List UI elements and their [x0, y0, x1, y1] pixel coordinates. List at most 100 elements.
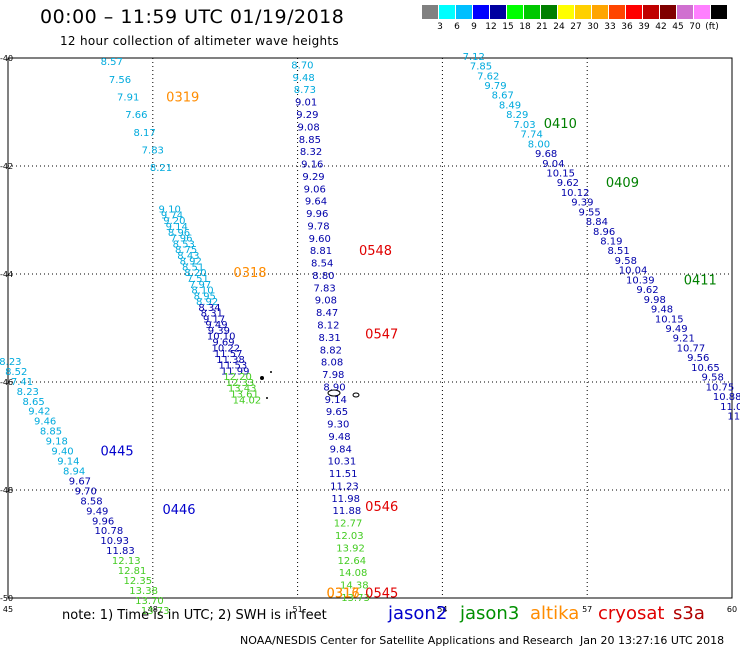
wave-height-reading: 8.51 [607, 246, 629, 257]
pass-label: 0317 [327, 587, 360, 602]
wave-height-reading: 7.51 [187, 274, 209, 285]
colorbar-label: 36 [621, 22, 633, 32]
wave-height-reading: 7.97 [189, 280, 211, 291]
wave-height-reading: 8.85 [40, 427, 62, 438]
wave-height-reading: 8.94 [63, 466, 85, 477]
wave-height-reading: 10.22 [212, 343, 241, 354]
wave-height-reading: 9.30 [327, 420, 349, 431]
wave-height-reading: 8.80 [312, 271, 334, 282]
wave-height-reading: 9.96 [92, 516, 114, 527]
wave-height-reading: 8.08 [321, 358, 343, 369]
colorbar-label: 15 [502, 22, 514, 32]
pass-label: 0445 [101, 445, 134, 460]
wave-height-reading: 9.42 [28, 407, 50, 418]
wave-height-reading: 9.64 [305, 197, 327, 208]
wave-height-reading: 12.33 [226, 378, 255, 389]
wave-height-reading: 11.30 [727, 411, 740, 422]
wave-height-reading: 8.52 [5, 367, 27, 378]
wave-height-reading: 12.35 [124, 576, 153, 587]
wave-height-reading: 8.92 [180, 257, 202, 268]
wave-height-reading: 9.48 [328, 432, 350, 443]
wave-height-reading: 9.84 [330, 444, 352, 455]
wave-height-reading: 9.06 [304, 184, 326, 195]
wave-height-reading: 7.66 [125, 110, 147, 121]
wave-height-reading: 9.08 [315, 296, 337, 307]
wave-height-reading: 14.38 [340, 581, 369, 592]
pass-label: 0545 [365, 587, 398, 602]
colorbar-swatch [490, 5, 506, 19]
colorbar-swatch [575, 5, 591, 19]
colorbar-swatch [507, 5, 523, 19]
wave-height-reading: 8.96 [168, 228, 190, 239]
wave-height-reading: 9.56 [687, 353, 709, 364]
wave-height-reading: 9.55 [578, 207, 600, 218]
colorbar-label: 39 [638, 22, 650, 32]
colorbar-label: 45 [672, 22, 684, 32]
wave-height-reading: 9.01 [295, 98, 317, 109]
wave-height-reading: 9.29 [296, 110, 318, 121]
wave-height-reading: 10.93 [100, 536, 129, 547]
wave-height-reading: 11.88 [333, 506, 362, 517]
colorbar-label: 70 [689, 22, 701, 32]
wave-height-reading: 7.03 [513, 120, 535, 131]
pass-label: 0411 [684, 273, 717, 288]
wave-height-reading: 9.69 [212, 338, 234, 349]
wave-height-reading: 10.10 [207, 332, 236, 343]
wave-height-reading: 10.15 [546, 168, 575, 179]
legend-altika: altika [530, 603, 580, 624]
colorbar-swatch [626, 5, 642, 19]
longitude-label: 54 [437, 605, 447, 614]
latitude-label: -48 [0, 486, 13, 495]
pass-label: 0316 [327, 587, 360, 602]
wave-height-reading: 7.85 [470, 62, 492, 73]
wave-height-reading: 7.83 [314, 283, 336, 294]
wave-height-reading: 8.32 [300, 147, 322, 158]
wave-height-reading: 10.15 [655, 314, 684, 325]
pass-label: 0547 [365, 327, 398, 342]
wave-height-reading: 7.12 [463, 52, 485, 63]
latitude-label: -40 [0, 54, 13, 63]
colorbar-label: 18 [519, 22, 531, 32]
wave-height-reading: 10.77 [677, 343, 706, 354]
latitude-label: -50 [0, 594, 13, 603]
wave-height-reading: 8.17 [133, 128, 155, 139]
legend-s3a: s3a [673, 603, 705, 624]
wave-height-reading: 8.49 [499, 100, 521, 111]
colorbar-label: 21 [536, 22, 548, 32]
wave-height-reading: 10.75 [706, 382, 735, 393]
colorbar-swatch [439, 5, 455, 19]
colorbar-swatch [473, 5, 489, 19]
wave-height-reading: 8.47 [316, 308, 338, 319]
island-outline [327, 389, 341, 397]
wave-height-reading: 13.70 [135, 596, 164, 607]
wave-height-reading: 9.21 [673, 334, 695, 345]
pass-label: 0409 [606, 176, 639, 191]
wave-height-reading: 10.78 [95, 526, 124, 537]
wave-height-reading: 7.83 [142, 145, 164, 156]
wave-height-reading: 9.48 [651, 305, 673, 316]
wave-height-reading: 12.81 [118, 566, 147, 577]
wave-height-reading: 10.39 [626, 275, 655, 286]
wave-height-reading: 8.85 [299, 135, 321, 146]
longitude-label: 60 [727, 605, 737, 614]
wave-height-reading: 10.31 [328, 457, 357, 468]
wave-height-reading: 13.73 [341, 593, 370, 604]
wave-height-reading: 8.82 [320, 345, 342, 356]
colorbar-label: 30 [587, 22, 599, 32]
wave-height-reading: 7.62 [477, 71, 499, 82]
wave-height-reading: 12.13 [112, 556, 141, 567]
wave-height-reading: 12.77 [334, 519, 363, 530]
wave-height-reading: 8.43 [177, 251, 199, 262]
wave-height-reading: 14.08 [339, 568, 368, 579]
wave-height-reading: 11.23 [330, 481, 359, 492]
wave-height-reading: 9.67 [69, 476, 91, 487]
colorbar-label: 9 [471, 22, 477, 32]
legend-jason2: jason2 [388, 603, 448, 624]
wave-height-reading: 9.96 [306, 209, 328, 220]
pass-label: 0318 [233, 266, 266, 281]
wave-height-reading: 9.49 [205, 320, 227, 331]
wave-height-reading: 8.23 [17, 387, 39, 398]
wave-height-reading: 11.57 [214, 349, 243, 360]
colorbar-swatch [422, 5, 438, 19]
wave-height-reading: 9.98 [644, 295, 666, 306]
